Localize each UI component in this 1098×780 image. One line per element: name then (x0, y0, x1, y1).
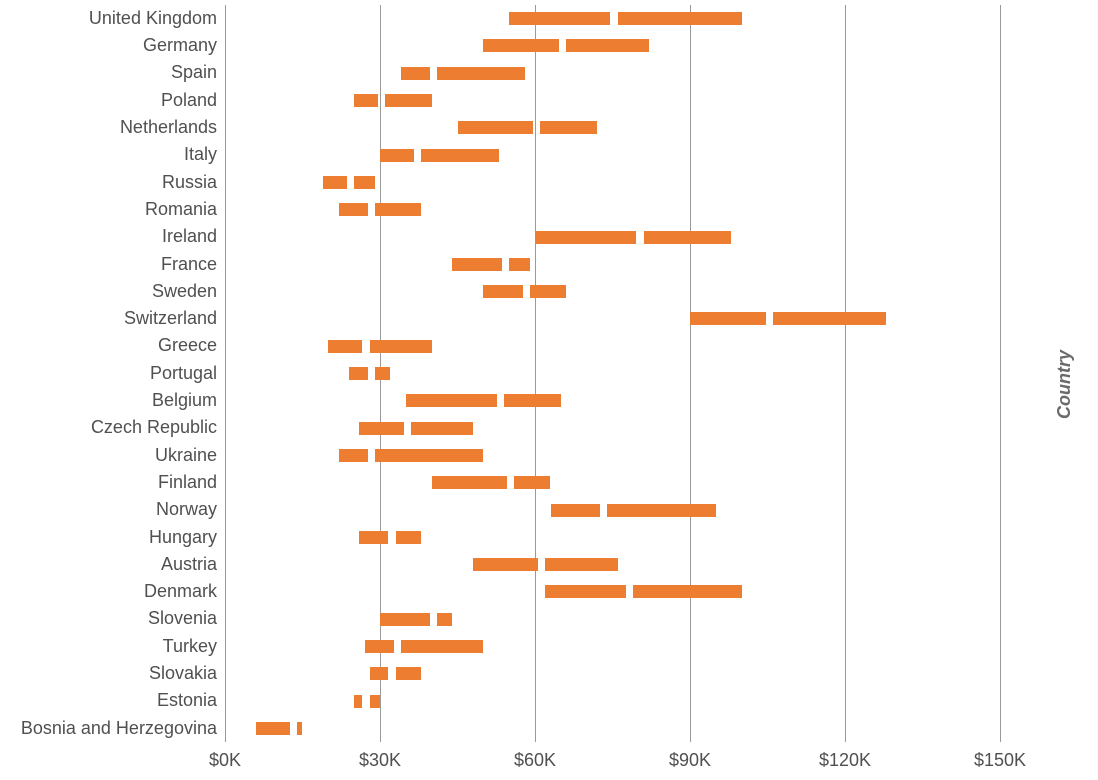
range-bar-segment (509, 258, 530, 271)
range-bar-segment (545, 558, 617, 571)
range-bar-segment (297, 722, 302, 735)
gridline (690, 5, 691, 742)
country-label: Belgium (152, 390, 217, 411)
country-label: United Kingdom (89, 8, 217, 29)
range-bar-segment (380, 613, 430, 626)
range-bar-segment (323, 176, 347, 189)
range-bar-segment (354, 176, 375, 189)
country-label: Germany (143, 35, 217, 56)
gridline (535, 5, 536, 742)
range-bar-segment (370, 340, 432, 353)
x-tick-label: $90K (669, 750, 711, 771)
range-bar-segment (411, 422, 473, 435)
range-bar-segment (396, 667, 422, 680)
x-tick-label: $30K (359, 750, 401, 771)
range-bar-segment (514, 476, 550, 489)
range-bar-segment (406, 394, 497, 407)
range-bar-segment (375, 449, 484, 462)
range-bar-segment (354, 94, 378, 107)
country-label: Denmark (144, 581, 217, 602)
range-bar-segment (535, 231, 636, 244)
range-bar-segment (354, 695, 362, 708)
range-bar-segment (509, 12, 610, 25)
range-bar-segment (545, 585, 626, 598)
country-label: Romania (145, 199, 217, 220)
range-bar-segment (370, 695, 380, 708)
gridline (845, 5, 846, 742)
range-bar-segment (483, 39, 559, 52)
country-label: Finland (158, 472, 217, 493)
range-bar-segment (618, 12, 742, 25)
country-label: France (161, 254, 217, 275)
range-bar-segment (396, 531, 422, 544)
country-label: Russia (162, 172, 217, 193)
country-label: Slovenia (148, 608, 217, 629)
range-bar-segment (256, 722, 290, 735)
gridline (1000, 5, 1001, 742)
range-bar-segment (401, 67, 430, 80)
country-label: Norway (156, 499, 217, 520)
range-bar-segment (359, 531, 388, 544)
y-axis-title: Country (1054, 350, 1075, 419)
country-label: Hungary (149, 527, 217, 548)
country-label: Ukraine (155, 445, 217, 466)
country-label: Austria (161, 554, 217, 575)
country-label: Greece (158, 335, 217, 356)
country-label: Estonia (157, 690, 217, 711)
country-label: Czech Republic (91, 417, 217, 438)
range-bar-segment (375, 203, 422, 216)
range-bar-segment (607, 504, 716, 517)
range-bar-segment (380, 149, 414, 162)
range-bar-segment (473, 558, 538, 571)
country-label: Turkey (163, 636, 217, 657)
range-bar-segment (530, 285, 566, 298)
country-label: Ireland (162, 226, 217, 247)
range-bar-segment (421, 149, 499, 162)
range-bar-segment (644, 231, 732, 244)
range-bar-segment (504, 394, 561, 407)
range-bar-segment (385, 94, 432, 107)
country-label: Italy (184, 144, 217, 165)
range-bar-segment (437, 67, 525, 80)
range-bar-segment (540, 121, 597, 134)
range-bar-segment (566, 39, 649, 52)
country-label: Slovakia (149, 663, 217, 684)
country-label: Portugal (150, 363, 217, 384)
range-bar-segment (370, 667, 389, 680)
country-label: Sweden (152, 281, 217, 302)
range-bar-segment (365, 640, 394, 653)
range-bar-segment (349, 367, 368, 380)
range-bar-segment (401, 640, 484, 653)
range-bar-segment (339, 203, 368, 216)
x-tick-label: $150K (974, 750, 1026, 771)
range-bar-segment (690, 312, 766, 325)
x-tick-label: $0K (209, 750, 241, 771)
x-tick-label: $120K (819, 750, 871, 771)
country-label: Switzerland (124, 308, 217, 329)
range-bar-segment (359, 422, 404, 435)
salary-range-chart: Country $0K $30K $60K $90K $120K $150K United … (0, 0, 1098, 780)
range-bar-segment (551, 504, 601, 517)
range-bar-segment (633, 585, 742, 598)
range-bar-segment (483, 285, 522, 298)
range-bar-segment (452, 258, 502, 271)
range-bar-segment (339, 449, 368, 462)
range-bar-segment (437, 613, 453, 626)
country-label: Bosnia and Herzegovina (21, 718, 217, 739)
range-bar-segment (328, 340, 362, 353)
country-label: Spain (171, 62, 217, 83)
x-tick-label: $60K (514, 750, 556, 771)
plot-area (225, 5, 1000, 742)
gridline (225, 5, 226, 742)
range-bar-segment (458, 121, 534, 134)
country-label: Poland (161, 90, 217, 111)
country-label: Netherlands (120, 117, 217, 138)
range-bar-segment (773, 312, 887, 325)
range-bar-segment (432, 476, 508, 489)
range-bar-segment (375, 367, 391, 380)
